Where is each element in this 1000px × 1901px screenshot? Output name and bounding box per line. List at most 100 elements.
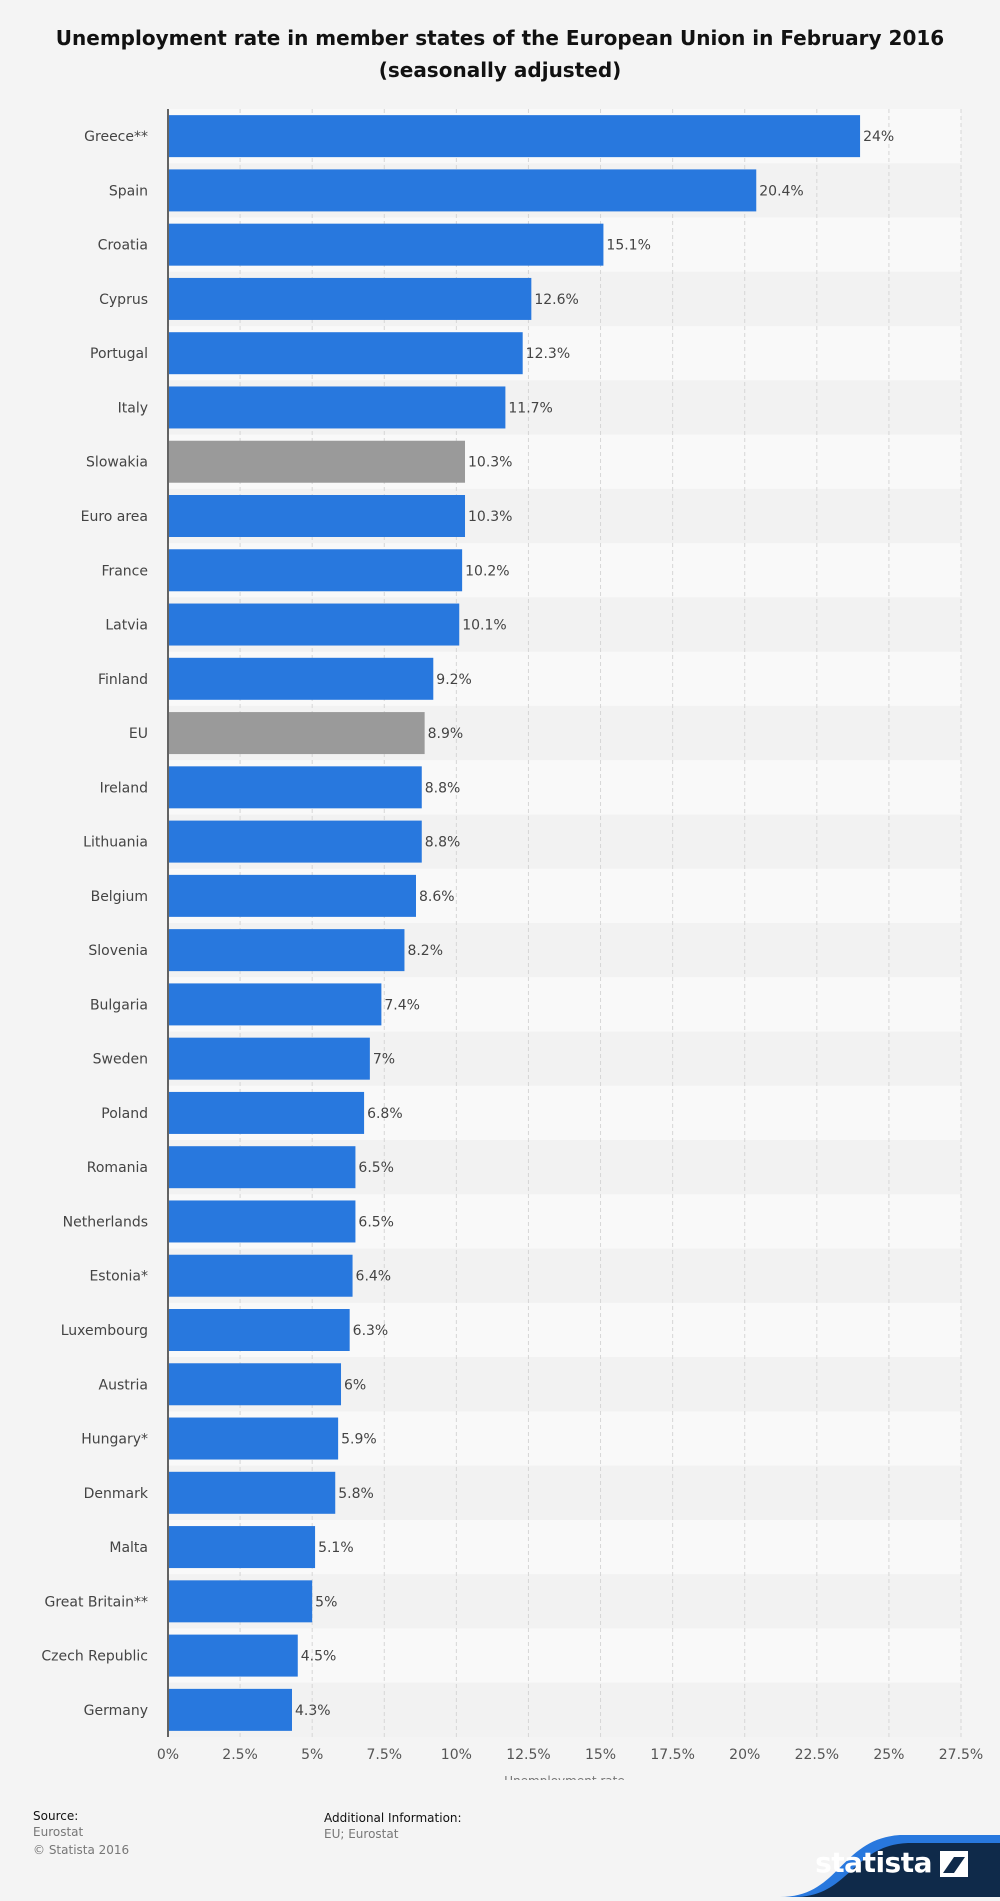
data-label: 11.7%	[508, 400, 552, 416]
bar	[169, 603, 460, 646]
bar	[169, 169, 757, 212]
category-label: Finland	[98, 672, 148, 688]
category-label: Greece**	[84, 129, 148, 145]
category-label: Slovenia	[88, 943, 148, 959]
data-label: 6.4%	[356, 1269, 392, 1285]
data-label: 6.5%	[358, 1160, 394, 1176]
x-tick-label: 12.5%	[506, 1747, 550, 1763]
data-label: 5%	[315, 1594, 337, 1610]
additional-info-block: Additional Information: EU; Eurostat	[324, 1811, 462, 1843]
bar	[169, 1580, 313, 1623]
data-label: 10.3%	[468, 509, 512, 525]
data-label: 12.6%	[534, 292, 578, 308]
category-label: Euro area	[81, 509, 148, 525]
bar	[169, 712, 425, 755]
category-label: Lithuania	[83, 835, 148, 851]
data-label: 4.5%	[301, 1649, 337, 1665]
data-label: 5.9%	[341, 1432, 377, 1448]
bar	[169, 983, 382, 1026]
category-label: Luxembourg	[61, 1323, 148, 1339]
data-label: 8.8%	[425, 780, 461, 796]
bar	[169, 277, 532, 320]
data-label: 10.3%	[468, 455, 512, 471]
x-tick-label: 25%	[873, 1747, 904, 1763]
x-tick-label: 15%	[585, 1747, 616, 1763]
category-label: Germany	[84, 1703, 148, 1719]
data-label: 8.6%	[419, 889, 455, 905]
x-tick-label: 0%	[157, 1747, 179, 1763]
data-label: 5.8%	[338, 1486, 374, 1502]
data-label: 8.9%	[428, 726, 464, 742]
bar	[169, 820, 422, 863]
data-label: 24%	[863, 129, 894, 145]
x-tick-label: 20%	[729, 1747, 760, 1763]
category-label: Hungary*	[81, 1432, 148, 1448]
bar	[169, 495, 466, 537]
bar	[169, 1363, 342, 1406]
x-axis-label: Unemployment rate	[504, 1774, 624, 1780]
additional-info-text: EU; Eurostat	[324, 1827, 399, 1841]
bar	[169, 874, 416, 917]
x-tick-label: 10%	[441, 1747, 472, 1763]
x-tick-label: 22.5%	[795, 1747, 839, 1763]
data-label: 6.8%	[367, 1106, 403, 1122]
bar	[169, 929, 405, 972]
bar	[169, 1200, 356, 1243]
category-label: Sweden	[93, 1052, 148, 1068]
x-tick-label: 17.5%	[650, 1747, 694, 1763]
statista-brand: statista	[780, 1821, 1000, 1897]
bar	[169, 657, 434, 700]
bar	[169, 1254, 353, 1297]
data-label: 12.3%	[526, 346, 570, 362]
source-label: Source:	[33, 1809, 79, 1823]
category-label: Cyprus	[99, 292, 148, 308]
category-label: Bulgaria	[90, 997, 148, 1013]
category-label: Great Britain**	[44, 1594, 148, 1610]
category-label: Croatia	[98, 238, 148, 254]
category-label: Malta	[109, 1540, 148, 1556]
category-label: Slowakia	[86, 455, 148, 471]
category-label: Spain	[109, 183, 148, 199]
category-label: Belgium	[91, 889, 148, 905]
copyright-line: © Statista 2016	[33, 1843, 130, 1857]
bar	[169, 549, 463, 592]
category-label: Denmark	[84, 1486, 149, 1502]
bar	[169, 1417, 339, 1460]
additional-info-label: Additional Information:	[324, 1811, 462, 1825]
bar	[169, 1146, 356, 1189]
bar	[169, 1634, 298, 1677]
bar	[169, 1688, 292, 1731]
source-block: Source: Eurostat © Statista 2016	[33, 1809, 129, 1859]
row-band	[168, 1628, 961, 1683]
category-label: Romania	[87, 1160, 148, 1176]
data-label: 8.8%	[425, 835, 461, 851]
data-label: 10.2%	[465, 563, 509, 579]
category-label: France	[101, 563, 148, 579]
data-label: 7.4%	[384, 997, 420, 1013]
data-label: 5.1%	[318, 1540, 354, 1556]
x-tick-label: 2.5%	[222, 1747, 258, 1763]
data-label: 9.2%	[436, 672, 472, 688]
bar	[169, 440, 466, 483]
row-band	[168, 1682, 961, 1737]
source-line: Eurostat	[33, 1825, 84, 1839]
data-label: 6.3%	[353, 1323, 389, 1339]
data-label: 4.3%	[295, 1703, 331, 1719]
data-label: 20.4%	[759, 183, 803, 199]
bar	[169, 1037, 370, 1080]
statista-logo-text: statista	[815, 1846, 932, 1879]
category-label: Estonia*	[89, 1269, 148, 1285]
data-label: 8.2%	[407, 943, 443, 959]
category-label: Latvia	[105, 618, 148, 634]
bar	[169, 115, 861, 158]
x-tick-label: 5%	[301, 1747, 323, 1763]
bar	[169, 766, 422, 809]
chart-title-text: Unemployment rate in member states of th…	[55, 26, 945, 50]
category-label: Austria	[99, 1377, 148, 1393]
bar	[169, 332, 523, 375]
bar	[169, 223, 604, 266]
data-label: 6%	[344, 1377, 366, 1393]
category-label: Poland	[101, 1106, 148, 1122]
bar-chart: 0% 2.5% 5% 7.5% 10% 12.5% 15% 17.5% 20% 22.5% 25% 2…	[41, 109, 983, 1780]
x-tick-label: 27.5%	[939, 1747, 983, 1763]
